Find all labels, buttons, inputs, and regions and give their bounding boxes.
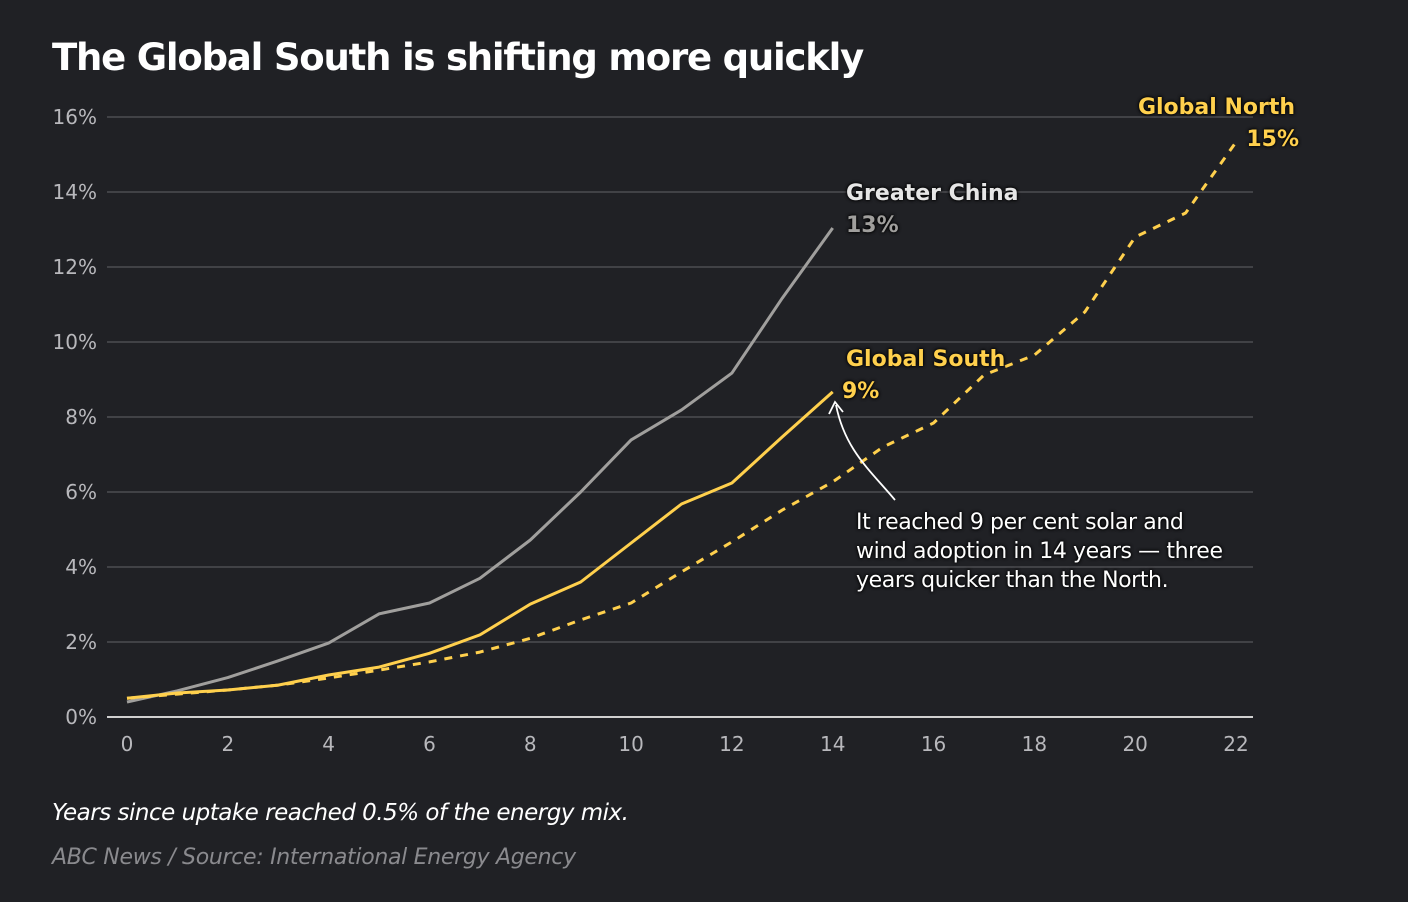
y-tick-label: 4% (65, 555, 97, 579)
x-tick-label: 8 (524, 732, 537, 756)
series-end-value: 13% (846, 213, 899, 238)
y-tick-label: 10% (53, 330, 97, 354)
x-tick-label: 18 (1022, 732, 1047, 756)
y-tick-label: 12% (53, 255, 97, 279)
series-line-global-south (126, 390, 834, 700)
annotation-arrowhead (828, 400, 844, 415)
x-tick-label: 0 (121, 732, 134, 756)
y-tick-label: 6% (65, 480, 97, 504)
chart-title: The Global South is shifting more quickl… (52, 36, 864, 79)
x-tick-label: 2 (221, 732, 234, 756)
series-name: Global South (846, 347, 1006, 372)
x-axis-ticks: 0 2 4 6 8 10 12 14 16 18 20 22 (121, 732, 1249, 756)
x-tick-label: 20 (1122, 732, 1147, 756)
x-tick-label: 6 (423, 732, 436, 756)
series-lines (126, 141, 1238, 704)
x-tick-label: 12 (719, 732, 744, 756)
x-axis-label: Years since uptake reached 0.5% of the e… (52, 800, 629, 826)
label-global-south: Global South 9% (842, 344, 1006, 408)
y-tick-label: 2% (65, 630, 97, 654)
x-tick-label: 16 (921, 732, 946, 756)
y-axis-ticks: 0% 2% 4% 6% 8% 10% 12% 14% 16% (53, 105, 97, 729)
annotation-text: It reached 9 per cent solar and wind ado… (856, 510, 1223, 593)
x-tick-label: 4 (322, 732, 335, 756)
source-credit: ABC News / Source: International Energy … (52, 845, 576, 870)
series-end-value: 15% (1246, 127, 1299, 152)
series-line-greater-china (126, 227, 834, 704)
series-line-global-north (126, 141, 1238, 700)
y-tick-label: 0% (65, 705, 97, 729)
series-name: Global North (1137, 95, 1295, 120)
x-tick-label: 14 (820, 732, 845, 756)
x-tick-label: 22 (1223, 732, 1248, 756)
label-global-north: Global North 15% (1137, 92, 1299, 156)
series-name: Greater China (846, 181, 1019, 206)
x-tick-label: 10 (618, 732, 643, 756)
y-tick-label: 14% (53, 180, 97, 204)
label-greater-china: Greater China 13% (846, 178, 1018, 242)
annotation-arrow (835, 404, 896, 501)
y-tick-label: 16% (53, 105, 97, 129)
series-end-value: 9% (842, 379, 880, 404)
y-tick-label: 8% (65, 405, 97, 429)
gridlines (107, 116, 1253, 718)
